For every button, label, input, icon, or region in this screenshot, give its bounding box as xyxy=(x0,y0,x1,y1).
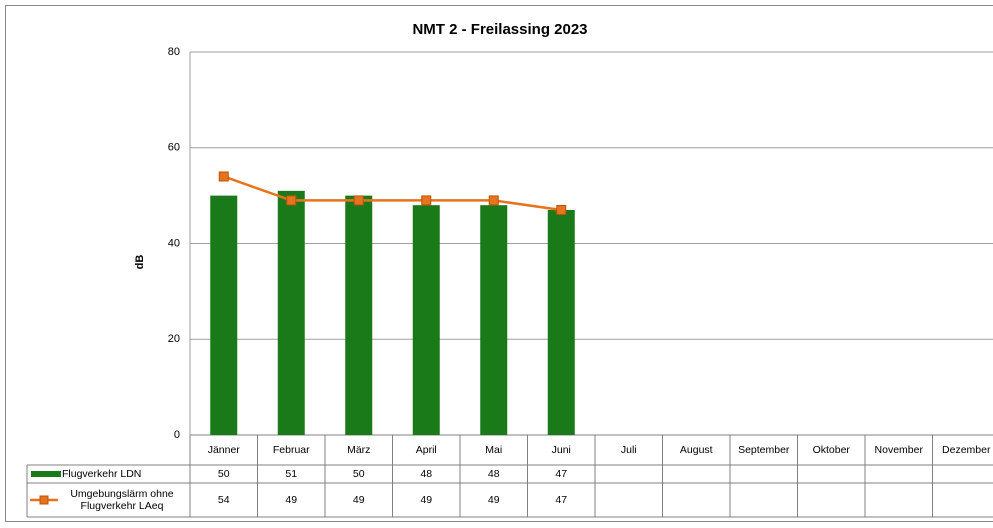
x-tick-label: August xyxy=(680,444,713,456)
y-tick-label: 0 xyxy=(174,429,180,441)
table-value: 47 xyxy=(555,494,567,506)
x-tick-label: Mai xyxy=(485,444,502,456)
line-marker xyxy=(218,171,229,182)
y-tick-label: 20 xyxy=(168,333,180,345)
bar xyxy=(210,195,238,435)
x-tick-label: März xyxy=(347,444,370,456)
line-marker xyxy=(488,195,499,206)
x-tick-label: Jänner xyxy=(208,444,241,456)
line-marker xyxy=(556,204,567,215)
table-value: 50 xyxy=(218,468,230,480)
legend-label-box: Umgebungslärm ohne Flugverkehr LAeq xyxy=(70,488,174,512)
y-tick-label: 40 xyxy=(168,237,180,249)
table-value: 49 xyxy=(420,494,432,506)
table-value: 54 xyxy=(218,494,230,506)
bar xyxy=(277,190,305,435)
chart-title: NMT 2 - Freilassing 2023 xyxy=(412,21,587,38)
table-value: 48 xyxy=(420,468,432,480)
line xyxy=(223,175,562,212)
x-tick-label: November xyxy=(875,444,924,456)
legend-swatch-marker xyxy=(39,495,49,505)
legend-label: Umgebungslärm ohne Flugverkehr LAeq xyxy=(70,488,174,512)
table-value: 50 xyxy=(353,468,365,480)
legend-swatch xyxy=(31,471,61,477)
line-marker xyxy=(353,195,364,206)
table-value: 51 xyxy=(285,468,297,480)
x-tick-label: Dezember xyxy=(942,444,991,456)
legend-label: Flugverkehr LDN xyxy=(62,468,141,480)
table-value: 47 xyxy=(555,468,567,480)
y-tick-label: 60 xyxy=(168,142,180,154)
line-marker xyxy=(421,195,432,206)
bar xyxy=(345,195,373,435)
x-tick-label: Februar xyxy=(273,444,310,456)
x-tick-label: September xyxy=(738,444,790,456)
y-tick-label: 80 xyxy=(168,46,180,58)
x-tick-label: Juli xyxy=(621,444,637,456)
x-tick-label: April xyxy=(416,444,437,456)
table-value: 49 xyxy=(285,494,297,506)
x-tick-label: Oktober xyxy=(813,444,851,456)
table-value: 48 xyxy=(488,468,500,480)
table-value: 49 xyxy=(353,494,365,506)
bar xyxy=(480,205,508,435)
line-marker xyxy=(286,195,297,206)
table-value: 49 xyxy=(488,494,500,506)
bar xyxy=(412,205,440,435)
y-axis-label: dB xyxy=(134,255,146,270)
bar xyxy=(547,209,575,435)
x-tick-label: Juni xyxy=(552,444,571,456)
